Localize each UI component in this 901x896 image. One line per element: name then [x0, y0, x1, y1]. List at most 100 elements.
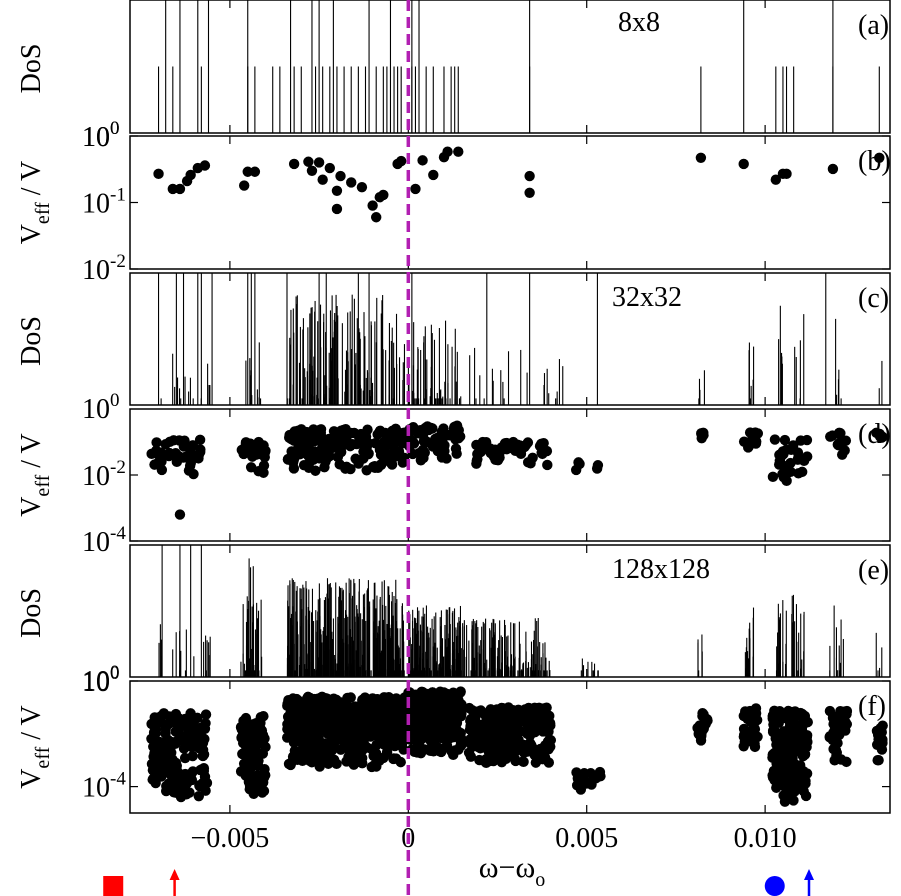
- data-point: [480, 753, 492, 765]
- data-point: [173, 729, 185, 740]
- data-point: [538, 750, 550, 761]
- data-point: [313, 157, 325, 168]
- data-point: [258, 785, 270, 797]
- data-point: [380, 715, 391, 727]
- data-point: [767, 726, 779, 738]
- data-point: [246, 739, 258, 750]
- data-point: [368, 760, 380, 771]
- data-point: [300, 753, 311, 765]
- data-point: [238, 180, 250, 191]
- panel-f: 100 10-4 Veff / V (f): [16, 663, 891, 814]
- data-point: [439, 704, 450, 716]
- data-point: [239, 764, 251, 776]
- data-point: [432, 728, 443, 739]
- data-point: [510, 755, 521, 767]
- data-point: [257, 729, 269, 741]
- data-point: [578, 771, 589, 782]
- x-tick-label: −0.005: [191, 823, 270, 854]
- data-point: [314, 761, 325, 772]
- data-point: [178, 743, 190, 754]
- data-point: [841, 756, 852, 768]
- data-point: [237, 737, 249, 749]
- data-point: [574, 458, 585, 470]
- data-point: [373, 728, 384, 740]
- data-point: [518, 756, 529, 768]
- data-point: [787, 762, 799, 773]
- data-point: [824, 705, 836, 717]
- panel-frame: [129, 0, 891, 134]
- panel-label: (d): [858, 419, 891, 450]
- data-point: [587, 774, 598, 786]
- data-point: [534, 440, 546, 452]
- data-point: [161, 760, 172, 772]
- data-point: [387, 698, 399, 709]
- data-point: [802, 736, 813, 748]
- data-point: [249, 166, 261, 177]
- data-point: [153, 168, 164, 180]
- data-point: [424, 698, 436, 709]
- data-point: [324, 162, 336, 174]
- data-point: [327, 740, 338, 752]
- data-point: [171, 456, 183, 468]
- data-point: [825, 431, 836, 442]
- data-point: [323, 433, 335, 445]
- data-point: [873, 754, 884, 766]
- data-point: [258, 467, 269, 478]
- data-point: [167, 183, 179, 195]
- red-square-marker: [103, 876, 124, 896]
- data-point: [792, 447, 804, 458]
- x-tick-label: 0.010: [734, 823, 797, 854]
- data-point: [193, 450, 204, 462]
- data-point: [341, 756, 352, 767]
- data-point: [330, 719, 341, 730]
- size-label: 128x128: [612, 554, 710, 585]
- data-point: [345, 463, 356, 475]
- x-axis-label: ω−ωo: [479, 851, 545, 891]
- data-point: [317, 748, 329, 760]
- data-point: [495, 704, 507, 715]
- panel-a-content: [157, 0, 880, 133]
- data-point: [798, 728, 809, 740]
- data-point: [531, 722, 543, 734]
- y-tick-label: 10-1: [82, 185, 126, 220]
- data-point: [771, 710, 783, 722]
- y-tick-label: 10-2: [82, 251, 126, 286]
- data-point: [179, 780, 191, 791]
- data-point: [455, 711, 467, 722]
- data-point: [748, 706, 759, 717]
- data-point: [795, 773, 807, 784]
- panel-d: 10-2 10-4 Veff / V (d): [16, 408, 891, 558]
- data-point: [310, 727, 321, 738]
- data-point: [503, 723, 514, 735]
- data-point: [149, 459, 160, 470]
- data-point: [332, 729, 343, 740]
- panel-b-content: [153, 146, 885, 223]
- panel-frame: [129, 272, 891, 406]
- data-point: [495, 750, 506, 762]
- data-point: [358, 721, 370, 733]
- data-point: [428, 169, 439, 181]
- data-point: [509, 741, 521, 752]
- data-point: [427, 423, 438, 434]
- panel-a: 8x8 DoS 100 (a): [16, 0, 891, 153]
- data-point: [335, 170, 346, 182]
- data-point: [410, 183, 421, 195]
- data-point: [450, 443, 462, 454]
- y-axis-label: DoS: [16, 316, 47, 366]
- data-point: [491, 454, 503, 465]
- size-label: 8x8: [618, 7, 660, 38]
- data-point: [397, 457, 409, 468]
- y-tick-label: 100: [82, 663, 120, 698]
- data-point: [796, 466, 808, 478]
- data-point: [282, 732, 293, 743]
- data-point: [240, 712, 252, 724]
- data-point: [174, 509, 186, 520]
- data-point: [530, 757, 542, 768]
- data-point: [442, 146, 453, 157]
- data-point: [409, 695, 420, 706]
- data-point: [160, 728, 171, 739]
- data-point: [468, 717, 480, 728]
- data-point: [306, 694, 318, 705]
- data-point: [331, 185, 343, 196]
